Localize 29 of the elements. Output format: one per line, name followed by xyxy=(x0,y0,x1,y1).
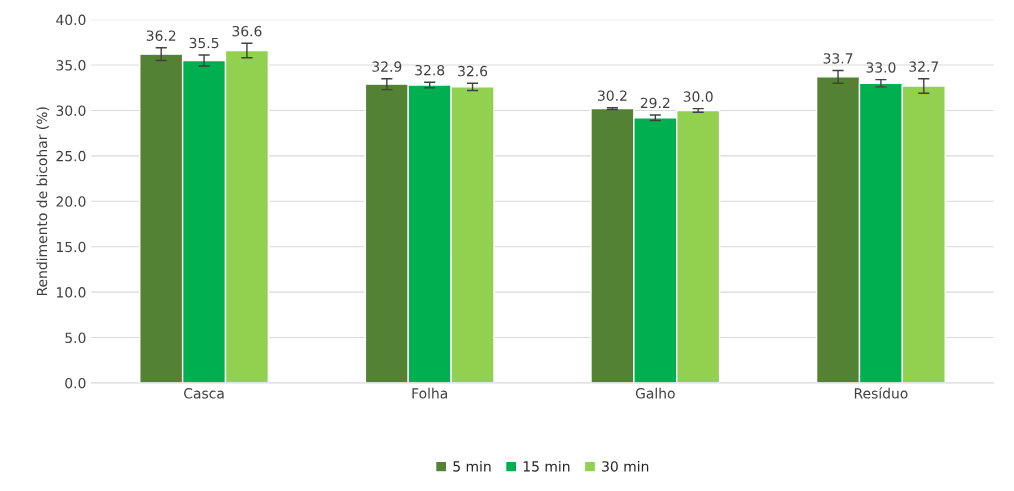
y-tick-label: 40.0 xyxy=(56,14,86,26)
y-axis-title: Rendimento de bicohar (%) xyxy=(36,107,49,296)
text: 32.6 xyxy=(458,65,488,77)
y-tick-label: 5.0 xyxy=(65,332,86,344)
y-tick-label: 25.0 xyxy=(56,150,86,162)
legend-label: 30 min xyxy=(602,460,649,472)
text: 36.2 xyxy=(146,30,176,41)
text: 33.0 xyxy=(866,62,896,73)
text: 30.2 xyxy=(598,90,627,101)
text: 32.8 xyxy=(415,64,445,76)
text: 35.5 xyxy=(189,37,219,49)
text: 30.0 xyxy=(683,91,713,102)
x-tick-label: Casca xyxy=(184,388,224,399)
x-tick-label: Folha xyxy=(412,387,447,399)
x-tick-label: Galho xyxy=(635,387,675,399)
text: 32.7 xyxy=(909,61,939,72)
text: 29.2 xyxy=(640,97,670,109)
y-tick-label: 10.0 xyxy=(57,287,86,298)
y-tick-label: 30.0 xyxy=(56,105,86,116)
y-tick-label: 35.0 xyxy=(56,60,86,71)
text: 36.6 xyxy=(232,25,262,37)
y-tick-label: 15.0 xyxy=(57,241,86,253)
y-tick-label: 20.0 xyxy=(56,196,86,207)
y-tick-label: 0.0 xyxy=(65,377,86,389)
text: 32.9 xyxy=(372,61,402,72)
x-tick-label: Resíduo xyxy=(854,387,908,399)
legend-label: 15 min xyxy=(523,460,570,472)
legend-label: 5 min xyxy=(453,460,491,472)
text: 33.7 xyxy=(823,53,853,64)
